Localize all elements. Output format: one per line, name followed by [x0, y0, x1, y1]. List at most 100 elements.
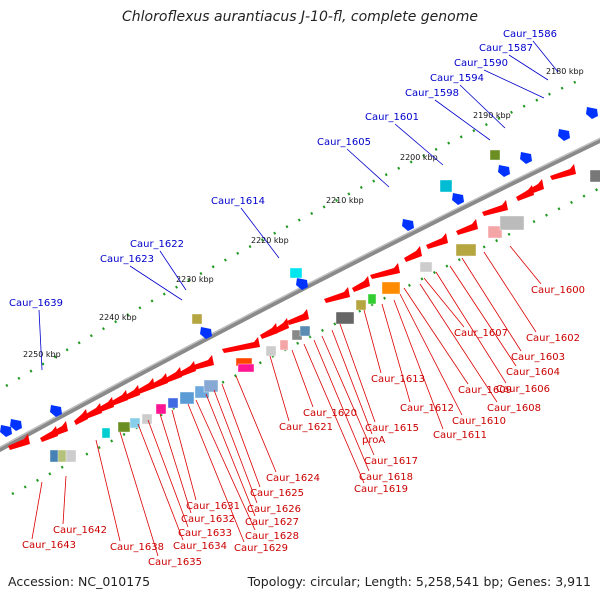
leader-line [532, 40, 559, 73]
forward-gene [482, 200, 508, 216]
feature-box [381, 281, 401, 295]
feature-box [355, 299, 367, 311]
leader-line [381, 303, 411, 403]
forward-gene [426, 233, 448, 249]
reverse-gene [296, 278, 308, 290]
forward-gene [74, 409, 88, 425]
feature-box [489, 149, 501, 161]
forward-gene [260, 323, 278, 339]
map-title: Chloroflexus aurantiacus J-10-fl, comple… [122, 9, 478, 25]
leader-line [321, 335, 375, 456]
forward-gene-label: Caur_1632 [181, 514, 235, 525]
leader-line [346, 148, 390, 188]
leader-line [213, 389, 258, 504]
reverse-gene-label: Caur_1601 [365, 112, 419, 123]
forward-gene-label: Caur_1608 [487, 403, 541, 414]
leader-line [435, 271, 507, 384]
forward-gene [287, 309, 309, 325]
feature-box [141, 413, 153, 425]
reverse-gene-label: Caur_1587 [479, 43, 533, 54]
scale-tick-label: 2240 kbp [99, 313, 137, 322]
forward-gene-label: Caur_1628 [245, 531, 299, 542]
topology-summary: Topology: circular; Length: 5,258,541 bp… [247, 574, 591, 589]
feature-box [203, 379, 219, 393]
forward-gene [178, 361, 196, 377]
reverse-gene-label: Caur_1614 [211, 196, 265, 207]
reverse-gene [498, 165, 510, 177]
feature-box [289, 267, 303, 279]
leader-line [171, 409, 197, 501]
feature-box [299, 325, 311, 337]
reverse-gene-label: Caur_1586 [503, 29, 557, 40]
forward-gene-label: Caur_1633 [178, 528, 232, 539]
leader-line [449, 265, 517, 367]
forward-gene-label: Caur_1631 [186, 501, 240, 512]
feature-box [237, 363, 255, 373]
forward-gene-label: Caur_1629 [234, 543, 288, 554]
leader-line [205, 393, 256, 517]
scale-tick-label: 2200 kbp [400, 153, 438, 162]
leader-line [62, 475, 67, 525]
leader-line [129, 265, 183, 301]
feature-box [179, 391, 195, 405]
forward-gene-label: Caur_1634 [173, 541, 227, 552]
feature-box [65, 449, 77, 463]
leader-line [363, 309, 382, 374]
leader-line [399, 293, 463, 416]
forward-gene [40, 426, 58, 442]
feature-box [499, 215, 525, 231]
feature-box [439, 179, 453, 193]
leader-line [159, 250, 187, 291]
forward-gene-label: Caur_1626 [247, 504, 301, 515]
forward-gene-label: Caur_1606 [496, 384, 550, 395]
scale-tick-label: 2250 kbp [23, 350, 61, 359]
leader-line [419, 283, 498, 403]
forward-gene [370, 263, 400, 279]
forward-gene [122, 385, 140, 401]
reverse-gene [586, 107, 598, 119]
scale-tick-label: 2230 kbp [176, 275, 214, 284]
reverse-gene [10, 419, 22, 431]
leader-line [434, 99, 491, 141]
reverse-gene-label: Caur_1639 [9, 298, 63, 309]
leader-line [483, 251, 537, 333]
forward-gene-label: Caur_1604 [506, 367, 560, 378]
leader-line [221, 383, 261, 488]
feature-box [335, 311, 355, 325]
leader-line [508, 54, 549, 81]
leader-line [235, 375, 277, 473]
reverse-gene [200, 327, 212, 339]
leader-line [461, 257, 522, 352]
leader-line [403, 287, 469, 385]
leader-line [459, 84, 506, 129]
forward-gene-label: Caur_1619 [354, 484, 408, 495]
forward-gene [222, 337, 260, 353]
feature-box [117, 421, 131, 433]
reverse-gene [0, 425, 12, 437]
forward-gene [84, 403, 102, 419]
forward-gene-label: Caur_1609 [458, 385, 512, 396]
reverse-gene-label: Caur_1594 [430, 73, 484, 84]
forward-gene-label: Caur_1611 [433, 430, 487, 441]
forward-gene [96, 397, 114, 413]
forward-gene [324, 287, 350, 303]
feature-box [279, 339, 289, 351]
reverse-gene-label: Caur_1590 [454, 58, 508, 69]
forward-gene-label: Caur_1615 [365, 423, 419, 434]
forward-gene [8, 434, 30, 450]
leader-line [31, 481, 43, 540]
reverse-gene [50, 405, 62, 417]
forward-gene-label: Caur_1643 [22, 540, 76, 551]
genome-backbone [0, 137, 600, 453]
forward-gene-label: Caur_1621 [279, 422, 333, 433]
reverse-gene [452, 193, 464, 205]
forward-gene [137, 378, 155, 394]
leader-line [291, 349, 314, 408]
reverse-gene-label: Caur_1623 [100, 254, 154, 265]
feature-box [101, 427, 111, 439]
forward-gene-label: Caur_1603 [511, 352, 565, 363]
forward-gene-label: Caur_1625 [250, 488, 304, 499]
forward-gene-label: Caur_1613 [371, 374, 425, 385]
